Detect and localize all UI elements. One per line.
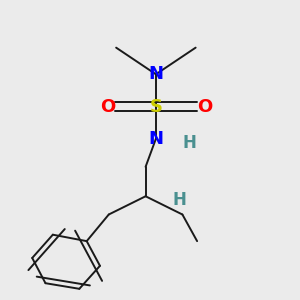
Text: S: S (149, 98, 162, 116)
Text: N: N (148, 130, 164, 148)
Text: O: O (100, 98, 115, 116)
Text: H: H (172, 191, 186, 209)
Text: O: O (197, 98, 212, 116)
Text: H: H (183, 134, 197, 152)
Text: N: N (148, 65, 164, 83)
